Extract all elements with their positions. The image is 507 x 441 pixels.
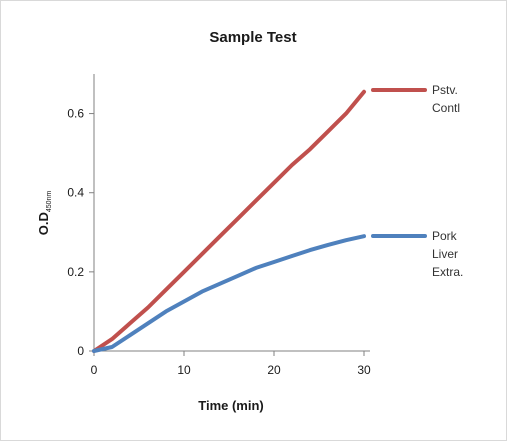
legend-label-line: Pork [432, 229, 458, 243]
x-tick-label: 30 [357, 363, 371, 377]
y-tick-label: 0.6 [67, 107, 84, 121]
legend-label-line: Pstv. [432, 83, 458, 97]
y-axis-label-main: O.D [36, 212, 51, 235]
legend: Pstv. Contl Pork Liver Extra. [371, 83, 463, 279]
y-axis-label-subscript: 450nm [46, 191, 53, 213]
y-tick-label: 0.4 [67, 186, 84, 200]
legend-label-line: Contl [432, 101, 460, 115]
series-line-1 [92, 234, 366, 353]
x-axis-label: Time (min) [198, 398, 264, 413]
y-axis-ticks: 0 0.2 0.4 0.6 [67, 107, 94, 358]
x-axis-ticks: 0 10 20 30 [91, 351, 371, 377]
legend-label-line: Extra. [432, 265, 463, 279]
series-line-0 [92, 89, 366, 353]
legend-label-line: Liver [432, 247, 458, 261]
x-tick-label: 20 [267, 363, 281, 377]
legend-label-1: Pork Liver Extra. [432, 229, 463, 279]
plot-area: 0 0.2 0.4 0.6 0 10 20 30 [67, 74, 371, 377]
chart-title: Sample Test [209, 29, 296, 46]
series-lines [92, 89, 366, 353]
y-tick-label: 0.2 [67, 265, 84, 279]
x-tick-label: 10 [177, 363, 191, 377]
y-axis-label: O.D450nm [36, 191, 53, 236]
y-tick-label: 0 [77, 344, 84, 358]
legend-label-0: Pstv. Contl [432, 83, 460, 115]
x-tick-label: 0 [91, 363, 98, 377]
